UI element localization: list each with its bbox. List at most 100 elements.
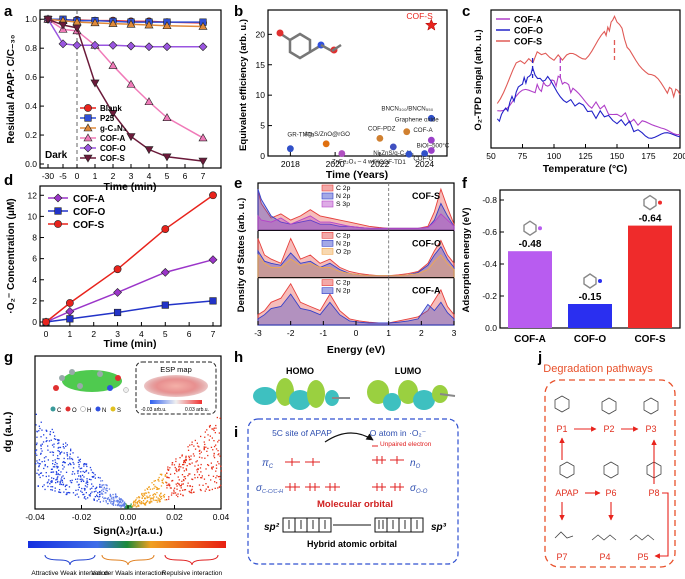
g-point <box>182 479 185 481</box>
g-point <box>51 489 53 491</box>
g-point <box>138 505 140 507</box>
g-point <box>199 453 201 455</box>
g-point <box>61 479 63 481</box>
g-point <box>91 491 93 493</box>
g-point <box>52 451 55 454</box>
g-point <box>203 478 206 480</box>
g-point <box>210 446 213 448</box>
g-point <box>148 502 151 504</box>
g-point <box>178 483 180 485</box>
d-point <box>66 315 74 323</box>
g-point <box>220 470 222 472</box>
g-point <box>59 474 61 476</box>
g-point <box>113 501 115 503</box>
g-point <box>35 449 38 451</box>
b-point-label: Ag₂S/ZnO@rGO <box>304 131 350 138</box>
panel-f-letter: f <box>462 175 468 192</box>
g-point <box>173 489 175 491</box>
g-point <box>207 434 209 436</box>
g-point <box>212 475 215 477</box>
g-point <box>169 473 172 475</box>
g-point <box>57 442 59 445</box>
g-point <box>120 502 122 504</box>
atom-legend: C O H N S <box>50 406 121 414</box>
a-xtick-label: 2 <box>111 171 116 181</box>
g-point <box>119 504 121 506</box>
b-xtick-label: 2018 <box>281 159 300 169</box>
g-point <box>43 460 46 462</box>
g-point <box>57 466 59 468</box>
g-point <box>183 460 185 462</box>
g-point <box>210 462 212 464</box>
g-point <box>189 444 191 446</box>
g-point <box>36 460 38 462</box>
g-point <box>113 500 115 502</box>
g-point <box>213 455 215 457</box>
e-legend-label: C 2p <box>336 280 351 287</box>
panel-b-letter: b <box>234 3 243 20</box>
g-xtick-label: 0.04 <box>213 512 230 522</box>
g-point <box>166 484 168 487</box>
g-point <box>193 455 195 457</box>
e-xtick-label: -3 <box>254 328 262 338</box>
g-point <box>71 458 74 461</box>
g-point <box>168 496 170 498</box>
g-point <box>151 488 154 490</box>
b-point <box>322 140 330 148</box>
g-point <box>159 495 161 497</box>
g-point <box>126 507 128 509</box>
g-point <box>59 452 61 454</box>
i-molecular-orbital: Molecular orbital <box>317 499 393 510</box>
d-legend-marker <box>53 193 63 203</box>
a-point <box>162 21 172 30</box>
g-point <box>57 480 59 483</box>
g-point <box>178 483 180 486</box>
g-point <box>94 496 96 498</box>
g-point <box>183 479 185 482</box>
g-point <box>182 483 184 485</box>
g-point <box>204 443 206 446</box>
g-point <box>211 488 213 491</box>
g-point <box>54 435 56 437</box>
g-point <box>143 492 145 495</box>
g-point <box>201 457 203 459</box>
g-point <box>96 494 98 496</box>
g-point <box>215 482 218 484</box>
g-point <box>66 444 68 446</box>
g-point <box>51 481 53 483</box>
panel-d-series <box>41 191 218 327</box>
g-point <box>66 484 68 486</box>
d-xtick-label: 4 <box>139 329 144 339</box>
g-point <box>83 480 85 482</box>
g-point <box>111 501 113 503</box>
panel-e: e Energy (eV) Density of States (arb. u.… <box>234 175 457 356</box>
g-point <box>105 489 107 491</box>
g-point <box>116 499 118 502</box>
g-point <box>188 473 190 475</box>
panel-g-colorbar <box>28 541 226 548</box>
g-point <box>35 450 37 452</box>
g-point <box>93 491 95 493</box>
g-point <box>99 501 101 503</box>
g-point <box>66 453 68 456</box>
g-point <box>197 445 199 447</box>
d-ytick-label: 12 <box>28 190 38 200</box>
g-point <box>67 491 70 494</box>
panel-d-xlabel: Time (min) <box>104 338 157 350</box>
e-xtick-label: 2 <box>419 328 424 338</box>
g-point <box>118 497 120 499</box>
g-point <box>91 471 94 474</box>
a-point <box>126 133 136 142</box>
g-point <box>61 451 63 453</box>
g-point <box>72 452 74 454</box>
g-point <box>218 439 220 441</box>
f-bar-category: COF-S <box>634 334 665 345</box>
g-point <box>188 459 191 461</box>
g-point <box>186 465 188 467</box>
g-point <box>94 488 96 490</box>
interaction-repulsive: Repulsive interaction <box>162 570 223 577</box>
g-point <box>106 485 108 487</box>
g-point <box>219 417 221 419</box>
a-point <box>198 133 208 142</box>
g-point <box>175 494 178 496</box>
